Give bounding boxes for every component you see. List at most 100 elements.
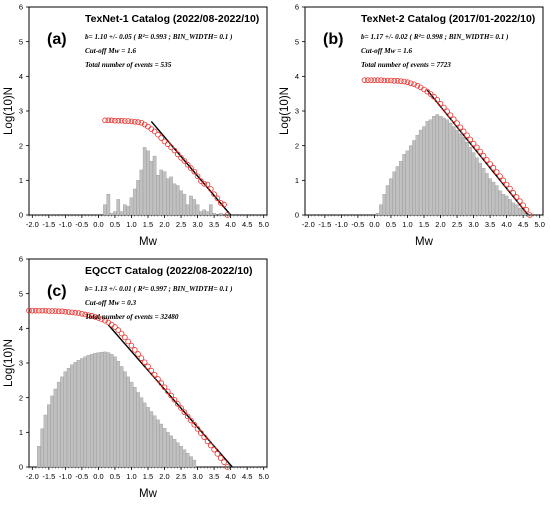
x-tick-label: 4.0 <box>501 220 511 229</box>
histogram-bar <box>50 395 54 468</box>
y-tick-label: 3 <box>295 107 299 116</box>
histogram-bar <box>455 129 459 216</box>
cumulative-point <box>427 91 434 97</box>
histogram-bar <box>60 376 64 468</box>
cumulative-point <box>26 307 32 314</box>
histogram-bar <box>179 190 183 216</box>
histogram-bar <box>139 169 144 216</box>
histogram-bar <box>83 356 87 468</box>
cumulative-point <box>224 212 231 218</box>
cumulative-point <box>361 77 368 83</box>
histogram-bar <box>96 352 101 468</box>
histogram-bar <box>465 142 469 216</box>
histogram-bar <box>113 356 117 468</box>
cumulative-point <box>151 128 158 135</box>
histogram-bar <box>159 423 164 468</box>
cumulative-point <box>224 464 231 470</box>
x-tick-label: 0.0 <box>93 220 103 229</box>
cumulative-point <box>135 119 141 125</box>
cumulative-point <box>457 124 464 131</box>
x-tick-label: 0.0 <box>369 220 379 229</box>
y-tick-label: 1 <box>19 428 23 437</box>
y-tick-label: 0 <box>295 211 299 220</box>
cumulative-point <box>165 388 171 395</box>
cumulative-point <box>102 317 108 324</box>
histogram-bar <box>139 397 144 468</box>
histogram-bar <box>491 181 496 216</box>
histogram-bar <box>132 188 137 216</box>
histogram-bar <box>438 116 443 216</box>
histogram-bar <box>448 122 453 216</box>
cumulative-point <box>526 212 533 218</box>
cumulative-point <box>388 77 394 84</box>
cumulative-point <box>98 316 105 323</box>
cumulative-point <box>214 195 221 202</box>
cumulative-point <box>141 359 148 366</box>
histogram-bar <box>432 116 436 216</box>
stat-line: Cut-off Mw = 0.3 <box>85 299 136 307</box>
cumulative-point <box>201 181 207 187</box>
chart-panel-0: -2.0 -1.5 -1.0 -0.5 0.0 0.5 1.0 1.5 2.0 2.5 3.0 3.5… <box>3 3 269 248</box>
histogram-bar <box>425 121 430 216</box>
stat-line: b= 1.10 +/- 0.05 ( R²= 0.993 ; BIN_WIDTH… <box>85 33 233 41</box>
histogram-bar <box>106 352 111 468</box>
x-axis-title: Mw <box>139 488 158 500</box>
x-tick-label: -2.0 <box>26 220 39 229</box>
cumulative-point <box>497 173 503 179</box>
histogram-bar <box>182 449 187 468</box>
chart-panel-2: -2.0 -1.5 -1.0 -0.5 0.0 0.5 1.0 1.5 2.0 2.5 3.0 3.5… <box>3 255 269 500</box>
cumulative-point <box>467 136 474 143</box>
cumulative-point <box>188 417 194 424</box>
cumulative-point <box>211 191 217 198</box>
cumulative-point <box>69 309 75 316</box>
histogram-bar <box>392 171 397 216</box>
cumulative-point <box>181 409 188 416</box>
cumulative-point <box>151 371 158 378</box>
histogram-bar <box>435 114 440 216</box>
histogram-bar <box>103 204 107 216</box>
y-tick-label: 0 <box>19 463 23 472</box>
histogram-bar <box>412 140 416 216</box>
x-tick-label: -1.5 <box>318 220 331 229</box>
cumulative-point <box>437 100 444 107</box>
histogram-bar <box>501 194 506 216</box>
histogram-bar <box>488 178 492 216</box>
cumulative-point <box>523 207 530 213</box>
cumulative-point <box>125 338 131 345</box>
cumulative-point <box>184 161 191 168</box>
y-tick-label: 0 <box>19 211 23 220</box>
histogram-bar <box>146 407 150 468</box>
cumulative-point <box>72 309 79 316</box>
cumulative-point <box>181 158 188 164</box>
histogram-bar <box>461 136 466 216</box>
histogram-bar <box>166 178 170 216</box>
y-tick-label: 5 <box>19 289 23 298</box>
histogram-bar <box>132 387 137 468</box>
histogram-bar <box>468 147 473 216</box>
histogram-bar <box>504 195 509 216</box>
cumulative-point <box>115 327 122 333</box>
x-tick-label: 1.5 <box>143 472 153 481</box>
histogram-bar <box>475 157 479 216</box>
histogram-bar <box>445 119 449 216</box>
histogram-bar <box>478 162 482 216</box>
cumulative-point <box>454 120 460 126</box>
cumulative-point <box>75 310 82 316</box>
y-tick-label: 6 <box>295 3 299 12</box>
histogram-bar <box>428 119 433 216</box>
histogram-bar <box>195 204 200 216</box>
histogram-bar <box>172 183 177 216</box>
cumulative-point <box>194 173 201 179</box>
histogram-bar <box>395 166 400 216</box>
x-tick-label: 2.0 <box>159 220 169 229</box>
histogram-bar <box>142 147 147 216</box>
histogram-bar <box>142 402 147 468</box>
cumulative-point <box>178 405 184 411</box>
histogram-bar <box>126 376 130 468</box>
cumulative-point <box>381 77 388 84</box>
panel-label: (c) <box>47 283 67 300</box>
x-tick-label: 4.5 <box>518 220 528 229</box>
histogram-bar <box>156 419 160 468</box>
cumulative-point <box>138 119 145 126</box>
